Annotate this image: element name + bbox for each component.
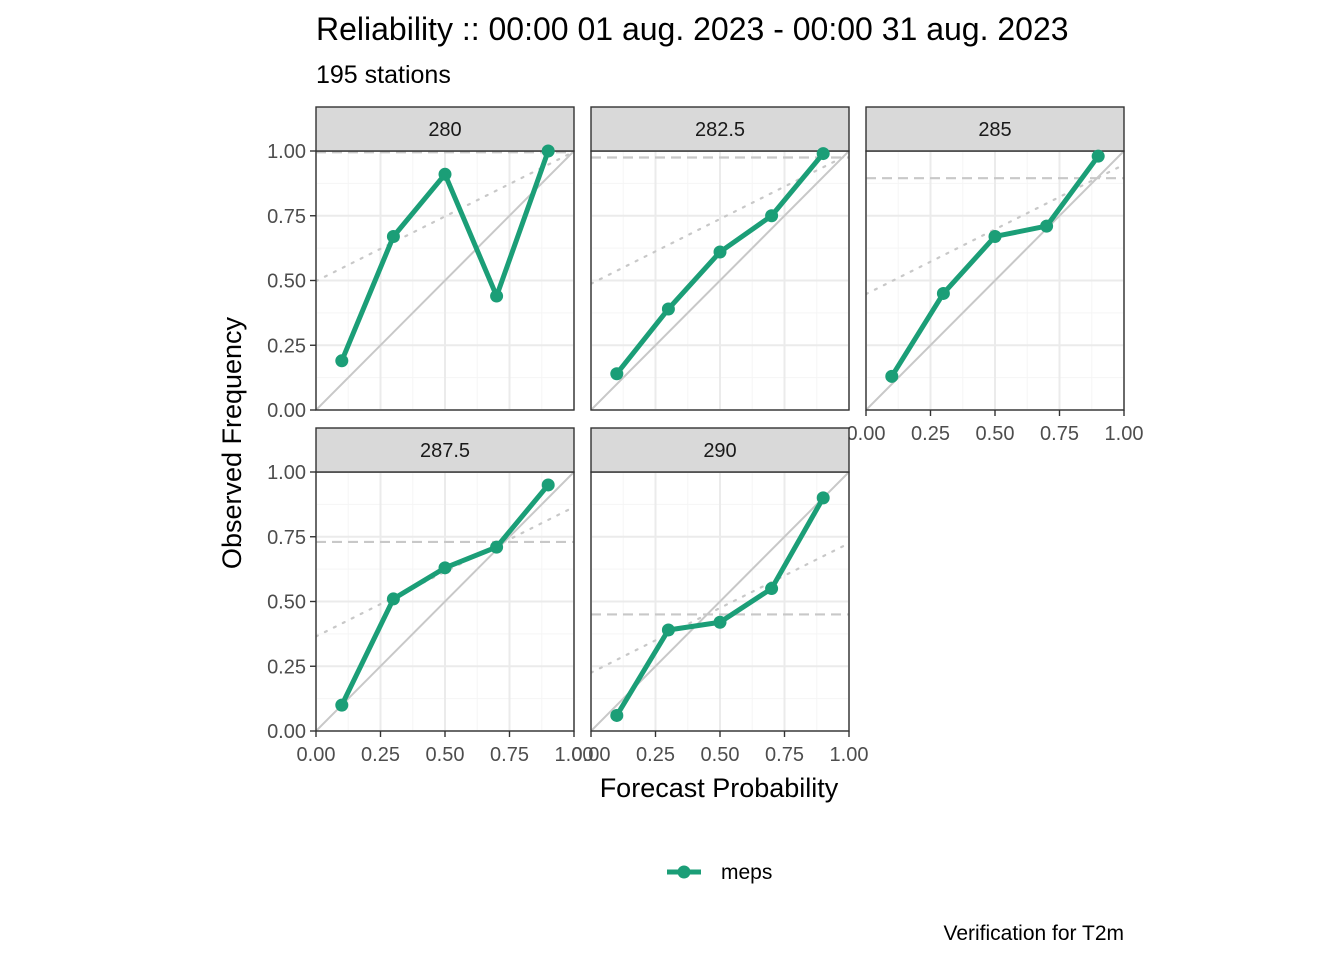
- no-skill-line: [591, 542, 849, 674]
- x-tick-label: 0.00: [297, 744, 336, 766]
- facet-panel: 287.5 0.00 0.25 0.50 0.75 1.00 0.00 0.25 0.50 0.7…: [267, 427, 594, 766]
- data-point: [335, 354, 349, 368]
- facet-strip-label: 285: [978, 119, 1011, 141]
- facet-strip-label: 290: [703, 440, 736, 462]
- data-point: [490, 289, 504, 303]
- x-tick-label: 1.00: [830, 744, 869, 766]
- y-tick-label: 1.00: [267, 141, 306, 163]
- facet-strip-label: 282.5: [695, 119, 745, 141]
- facet-panel: 290 0.00 0.25 0.50 0.75 1.00: [572, 427, 869, 766]
- chart-subtitle: 195 stations: [316, 61, 451, 89]
- facet-panel: 282.5: [590, 106, 850, 411]
- x-tick-label: 1.00: [1105, 423, 1144, 445]
- perfect-reliability-line: [316, 472, 574, 731]
- y-tick-label: 0.75: [267, 527, 306, 549]
- facet-strip: [315, 106, 575, 152]
- data-point: [438, 167, 452, 181]
- data-point: [885, 369, 899, 383]
- x-tick-label: 0.75: [490, 744, 529, 766]
- x-tick-label: 0.00: [572, 744, 611, 766]
- data-point: [988, 229, 1002, 243]
- data-point: [438, 561, 452, 575]
- legend-label: meps: [721, 861, 772, 884]
- perfect-reliability-line: [591, 151, 849, 410]
- chart-caption: Verification for T2m: [943, 922, 1124, 945]
- data-point: [661, 302, 675, 316]
- facet-strip: [315, 427, 575, 473]
- no-skill-line: [316, 151, 574, 283]
- legend: meps: [667, 861, 772, 884]
- data-point: [335, 698, 349, 712]
- data-point: [661, 623, 675, 637]
- data-point: [1091, 149, 1105, 163]
- x-tick-label: 0.50: [976, 423, 1015, 445]
- x-tick-label: 0.25: [361, 744, 400, 766]
- data-point: [1040, 219, 1054, 233]
- data-point: [610, 708, 624, 722]
- facet-strip: [590, 106, 850, 152]
- x-tick-label: 1.00: [555, 744, 594, 766]
- y-tick-label: 0.75: [267, 206, 306, 228]
- data-point: [541, 144, 555, 158]
- data-point: [610, 367, 624, 381]
- y-tick-label: 0.25: [267, 656, 306, 678]
- facet-strip: [590, 427, 850, 473]
- x-tick-label: 0.75: [1040, 423, 1079, 445]
- facet-strip-label: 280: [428, 119, 461, 141]
- facet-strip: [865, 106, 1125, 152]
- data-point: [386, 229, 400, 243]
- y-axis-title: Observed Frequency: [217, 316, 247, 569]
- no-skill-line: [316, 505, 574, 638]
- x-axis-title: Forecast Probability: [600, 773, 839, 803]
- facet-panels: 280 0.00 0.25 0.50 0.75 1.00 282.5 285 0.00 0.25 0…: [267, 106, 1144, 766]
- y-tick-label: 1.00: [267, 462, 306, 484]
- x-tick-label: 0.50: [701, 744, 740, 766]
- data-point: [541, 478, 555, 492]
- x-tick-label: 0.25: [911, 423, 950, 445]
- data-point: [816, 147, 830, 161]
- data-point: [765, 582, 779, 596]
- y-tick-label: 0.50: [267, 592, 306, 614]
- x-tick-label: 0.00: [847, 423, 886, 445]
- facet-panel: 285 0.00 0.25 0.50 0.75 1.00: [847, 106, 1144, 445]
- legend-key-point: [677, 865, 691, 879]
- data-point: [816, 491, 830, 505]
- y-tick-label: 0.50: [267, 271, 306, 293]
- data-point: [490, 540, 504, 554]
- data-point: [765, 209, 779, 223]
- no-skill-line: [866, 163, 1124, 296]
- facet-strip-label: 287.5: [420, 440, 470, 462]
- data-point: [713, 615, 727, 629]
- y-tick-label: 0.25: [267, 335, 306, 357]
- x-tick-label: 0.50: [426, 744, 465, 766]
- reference-lines: [316, 472, 574, 731]
- x-tick-label: 0.25: [636, 744, 675, 766]
- perfect-reliability-line: [866, 151, 1124, 410]
- facet-panel: 280 0.00 0.25 0.50 0.75 1.00: [267, 106, 575, 422]
- y-tick-label: 0.00: [267, 721, 306, 743]
- chart-title: Reliability :: 00:00 01 aug. 2023 - 00:0…: [316, 11, 1069, 47]
- y-tick-label: 0.00: [267, 400, 306, 422]
- data-point: [936, 286, 950, 300]
- data-point: [386, 592, 400, 606]
- data-point: [713, 245, 727, 259]
- x-tick-label: 0.75: [765, 744, 804, 766]
